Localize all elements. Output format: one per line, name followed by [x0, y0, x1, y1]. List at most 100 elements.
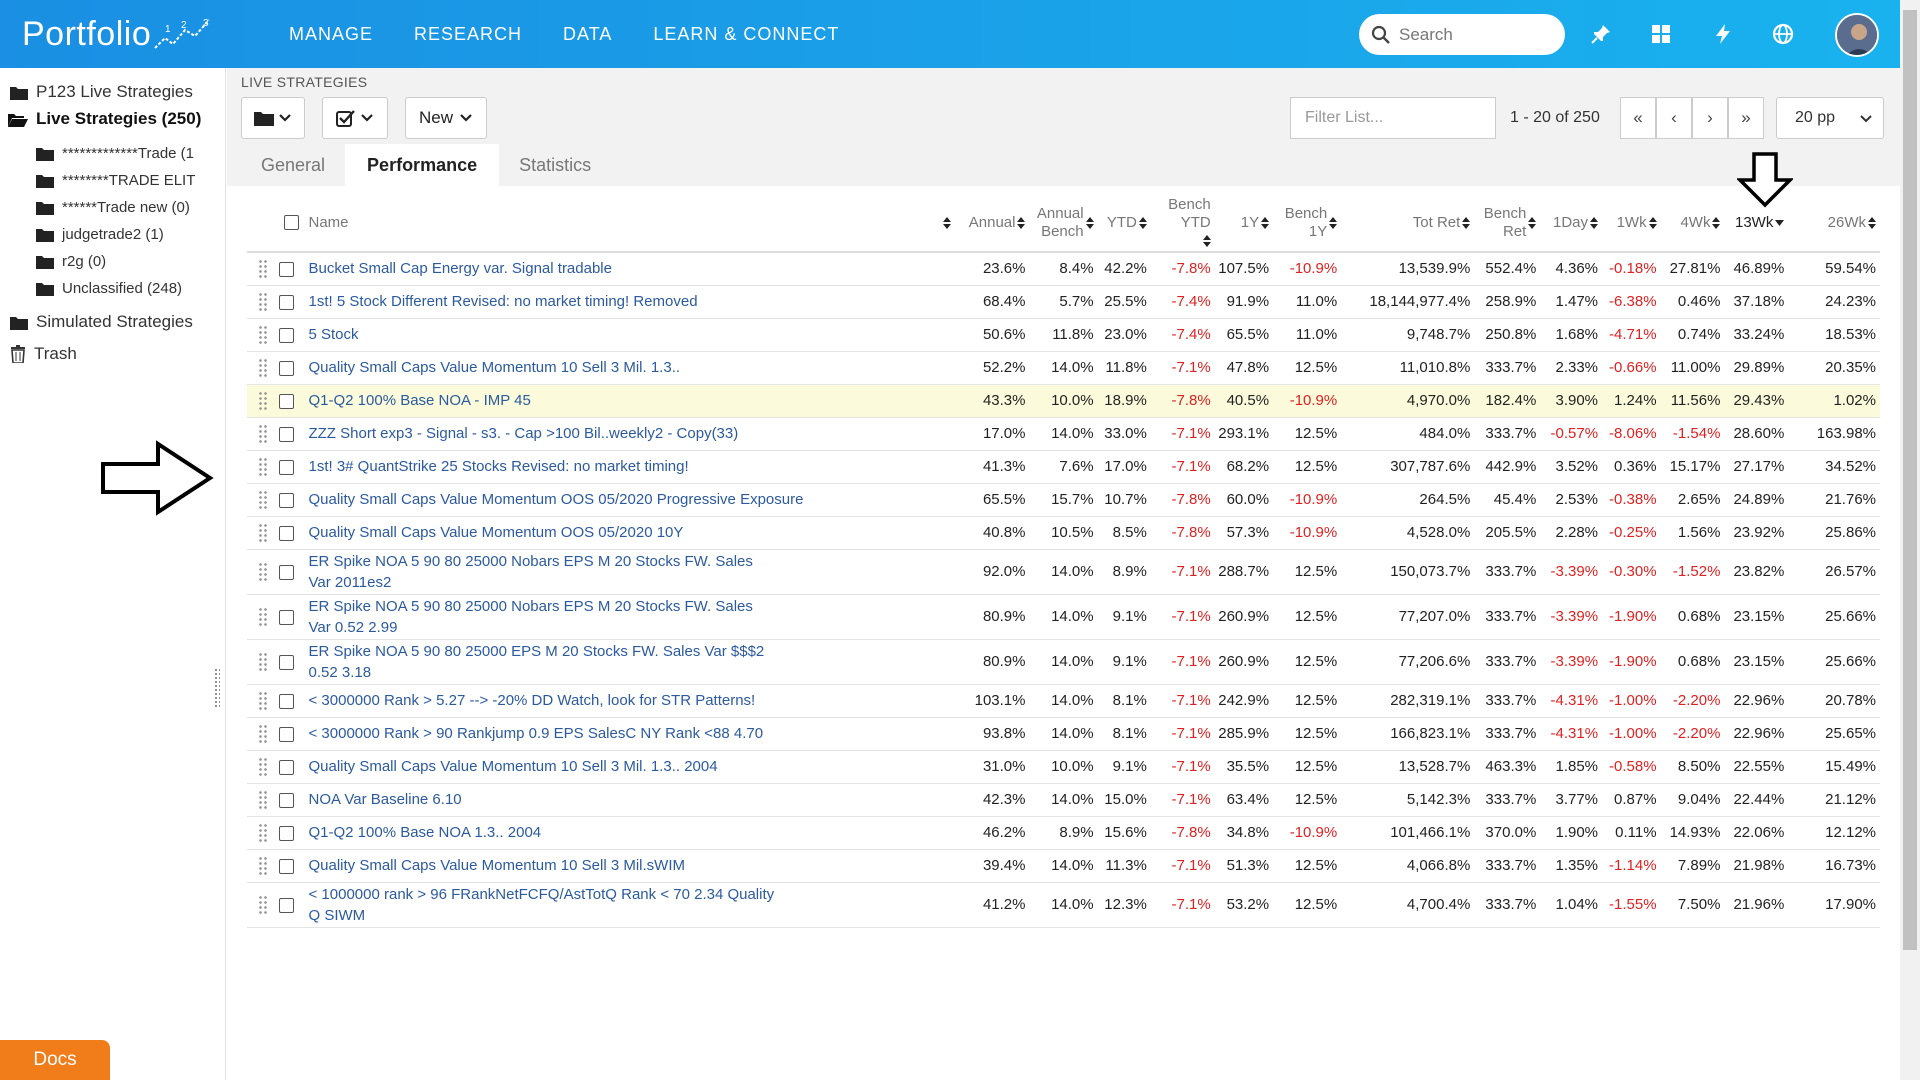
strategy-name-cell[interactable]: 5 Stock [304, 318, 955, 352]
avatar[interactable] [1835, 13, 1879, 57]
drag-handle-icon[interactable] [257, 723, 268, 744]
docs-button[interactable]: Docs [0, 1040, 110, 1080]
strategy-name-cell[interactable]: Quality Small Caps Value Momentum OOS 05… [304, 516, 955, 550]
drag-handle-icon[interactable] [257, 606, 268, 627]
per-page-select[interactable]: 20 pp [1776, 97, 1884, 139]
strategy-name-link[interactable]: ER Spike NOA 5 90 80 25000 EPS M 20 Stoc… [308, 642, 765, 681]
sort-icon[interactable] [1015, 213, 1026, 230]
row-select-cell[interactable] [278, 516, 305, 550]
row-checkbox[interactable] [278, 564, 294, 580]
drag-handle-cell[interactable] [247, 252, 279, 286]
strategy-name-cell[interactable]: Quality Small Caps Value Momentum 10 Sel… [304, 351, 955, 385]
column-header-d1[interactable]: 1Day [1540, 194, 1603, 253]
sort-icon[interactable] [1647, 213, 1657, 230]
column-header-bench-1y[interactable]: Bench 1Y [1273, 194, 1342, 253]
column-header-tot-ret[interactable]: Tot Ret [1341, 194, 1475, 253]
sort-icon[interactable] [1201, 232, 1211, 249]
strategy-name-link[interactable]: Bucket Small Cap Energy var. Signal trad… [308, 260, 612, 278]
row-checkbox[interactable] [278, 426, 294, 442]
sort-icon[interactable] [1259, 213, 1270, 230]
strategy-name-cell[interactable]: 1st! 3# QuantStrike 25 Stocks Revised: n… [304, 450, 955, 484]
folder-menu-button[interactable] [241, 97, 305, 139]
table-row[interactable]: Bucket Small Cap Energy var. Signal trad… [247, 252, 1880, 286]
sort-icon[interactable] [1588, 213, 1599, 230]
nav-data[interactable]: DATA [563, 23, 613, 44]
drag-handle-cell[interactable] [247, 285, 279, 319]
strategy-name-link[interactable]: Quality Small Caps Value Momentum OOS 05… [308, 491, 804, 508]
drag-handle-cell[interactable] [247, 483, 279, 517]
row-select-cell[interactable] [278, 750, 305, 784]
first-page-button[interactable]: « [1620, 97, 1656, 139]
row-checkbox[interactable] [278, 858, 294, 874]
page-scrollbar[interactable] [1900, 0, 1920, 1080]
sort-icon[interactable] [1710, 213, 1721, 230]
table-row[interactable]: Quality Small Caps Value Momentum OOS 05… [247, 516, 1880, 550]
drag-handle-cell[interactable] [247, 594, 279, 640]
drag-handle-cell[interactable] [247, 351, 279, 385]
strategy-name-cell[interactable]: ZZZ Short exp3 - Signal - s3. - Cap >100… [304, 417, 955, 451]
strategy-name-cell[interactable]: Quality Small Caps Value Momentum OOS 05… [304, 483, 955, 517]
strategy-name-link[interactable]: ZZZ Short exp3 - Signal - s3. - Cap >100… [308, 425, 739, 442]
row-checkbox[interactable] [278, 792, 294, 808]
column-header-bench-ytd[interactable]: Bench YTD [1150, 194, 1215, 253]
strategy-name-link[interactable]: Quality Small Caps Value Momentum 10 Sel… [308, 359, 681, 376]
strategy-name-cell[interactable]: Q1-Q2 100% Base NOA - IMP 45 [304, 384, 955, 418]
drag-handle-icon[interactable] [257, 522, 268, 543]
globe-icon[interactable] [1771, 22, 1795, 46]
row-checkbox[interactable] [278, 654, 294, 670]
tab-performance[interactable]: Performance [345, 144, 500, 186]
strategy-name-link[interactable]: Quality Small Caps Value Momentum OOS 05… [308, 524, 684, 541]
strategy-name-cell[interactable]: NOA Var Baseline 6.10 [304, 783, 955, 817]
sort-icon[interactable] [941, 213, 951, 231]
strategy-name-cell[interactable]: ER Spike NOA 5 90 80 25000 Nobars EPS M … [304, 549, 955, 595]
drag-handle-icon[interactable] [257, 894, 268, 915]
table-row[interactable]: < 1000000 rank > 96 FRankNetFCFQ/AstTotQ… [247, 882, 1880, 928]
row-checkbox[interactable] [278, 492, 294, 508]
scrollbar-thumb[interactable] [1903, 10, 1917, 950]
table-row[interactable]: Q1-Q2 100% Base NOA 1.3.. 2004 46.2% 8.9% 1… [247, 816, 1880, 850]
table-row[interactable]: 1st! 5 Stock Different Revised: no marke… [247, 285, 1880, 319]
row-select-cell[interactable] [278, 783, 305, 817]
column-header-wk26[interactable]: 26Wk [1788, 194, 1880, 253]
row-select-cell[interactable] [278, 285, 305, 319]
drag-handle-icon[interactable] [257, 357, 268, 378]
prev-page-button[interactable]: ‹ [1656, 97, 1692, 139]
row-checkbox[interactable] [278, 360, 294, 376]
drag-handle-icon[interactable] [257, 756, 268, 777]
table-row[interactable]: < 3000000 Rank > 5.27 --> -20% DD Watch,… [247, 684, 1880, 718]
column-header-ytd[interactable]: YTD [1097, 194, 1151, 253]
filter-list-input[interactable] [1290, 97, 1496, 139]
table-row[interactable]: Quality Small Caps Value Momentum 10 Sel… [247, 849, 1880, 883]
table-row[interactable]: ER Spike NOA 5 90 80 25000 Nobars EPS M … [247, 594, 1880, 640]
select-menu-button[interactable] [322, 97, 388, 139]
drag-handle-icon[interactable] [257, 456, 268, 477]
table-row[interactable]: ER Spike NOA 5 90 80 25000 EPS M 20 Stoc… [247, 639, 1880, 685]
strategy-name-link[interactable]: Q1-Q2 100% Base NOA - IMP 45 [308, 392, 531, 409]
last-page-button[interactable]: » [1728, 97, 1764, 139]
strategy-name-cell[interactable]: ER Spike NOA 5 90 80 25000 Nobars EPS M … [304, 594, 955, 640]
row-select-cell[interactable] [278, 684, 305, 718]
row-checkbox[interactable] [278, 525, 294, 541]
row-select-cell[interactable] [278, 594, 305, 640]
row-select-cell[interactable] [278, 384, 305, 418]
row-select-cell[interactable] [278, 849, 305, 883]
row-select-cell[interactable] [278, 351, 305, 385]
strategy-name-link[interactable]: Quality Small Caps Value Momentum 10 Sel… [308, 758, 718, 775]
sidebar-item-judgetrade2[interactable]: judgetrade2 (1) [36, 226, 216, 243]
strategy-name-cell[interactable]: Quality Small Caps Value Momentum 10 Sel… [304, 849, 955, 883]
next-page-button[interactable]: › [1692, 97, 1728, 139]
row-checkbox[interactable] [278, 261, 294, 277]
row-checkbox[interactable] [278, 327, 294, 343]
drag-handle-icon[interactable] [257, 690, 268, 711]
new-button[interactable]: New [405, 97, 487, 139]
strategy-name-cell[interactable]: ER Spike NOA 5 90 80 25000 EPS M 20 Stoc… [304, 639, 955, 685]
row-select-cell[interactable] [278, 483, 305, 517]
drag-handle-icon[interactable] [257, 258, 268, 279]
sidebar-item-p123-live[interactable]: P123 Live Strategies [10, 82, 193, 102]
drag-handle-cell[interactable] [247, 318, 279, 352]
search-box[interactable] [1359, 14, 1565, 55]
sidebar-item-folder-3[interactable]: ******Trade new (0) [36, 199, 216, 216]
row-select-cell[interactable] [278, 417, 305, 451]
drag-handle-cell[interactable] [247, 750, 279, 784]
sidebar-item-simulated[interactable]: Simulated Strategies [10, 312, 216, 332]
